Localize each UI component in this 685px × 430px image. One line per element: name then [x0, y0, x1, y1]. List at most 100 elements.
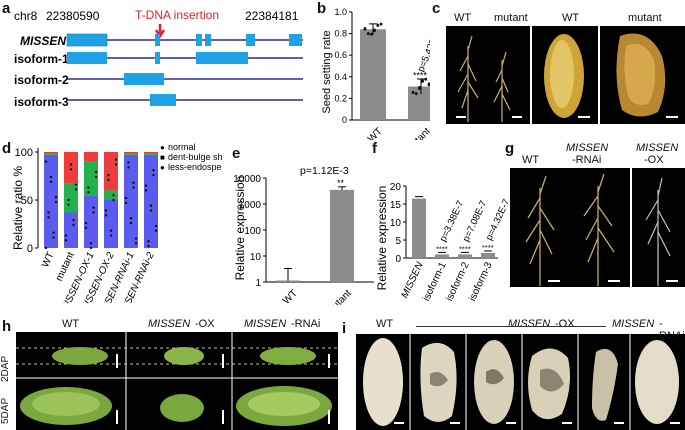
end-coordinate: 22384181 [245, 9, 299, 23]
data-point [94, 170, 98, 174]
data-point [74, 183, 78, 186]
panicle-photo-ox [632, 168, 685, 287]
y-tick-label: 10 [390, 218, 402, 229]
x-tick-label: isoform-3 [467, 260, 495, 303]
panel-c-photos: WT mutant WT mutant [446, 12, 685, 124]
bar-segment [144, 153, 158, 155]
data-point [52, 231, 55, 234]
data-point [67, 203, 70, 206]
x-tick-label: MISSEN [400, 260, 427, 300]
y-tick-label: 0.4 [334, 72, 347, 82]
data-point [87, 186, 90, 189]
data-point [109, 234, 113, 237]
data-point [44, 160, 48, 163]
data-point [134, 237, 138, 240]
missen-exon [246, 34, 255, 46]
missen-exon [66, 33, 108, 47]
data-point [89, 242, 93, 245]
data-point [69, 168, 73, 171]
bar-wt [360, 29, 386, 121]
data-point [124, 201, 128, 205]
gene-structure-diagram: chr8 22380590 22384181 T-DNA insertion M… [14, 8, 303, 109]
significance-stars: **** [482, 243, 494, 252]
relative-expression-chart-f: Relative expression 0 5 10 15 20 MISSEN isofo… [375, 182, 508, 303]
data-point [127, 161, 130, 164]
bar-segment [64, 152, 78, 184]
data-point [149, 204, 153, 207]
panicle-photo [446, 26, 530, 124]
data-point [74, 188, 78, 191]
label-rnai-suffix: -RNAi [572, 154, 602, 166]
bar-segment [124, 154, 138, 248]
data-point [144, 184, 148, 187]
legend-label: dent-bulge shape [168, 152, 222, 162]
bar-segment [64, 212, 78, 248]
bar-segment [84, 152, 98, 162]
mature-seed-photo [356, 334, 685, 430]
wt-seed-photo [532, 26, 598, 124]
col-label-wt: WT [62, 318, 80, 330]
track-label-isoform-3: isoform-3 [14, 95, 69, 109]
data-point [418, 87, 421, 90]
data-point [132, 181, 135, 184]
y-tick-label: 1.0 [334, 7, 347, 17]
data-point [67, 198, 70, 202]
data-point [144, 189, 148, 192]
y-axis-label: Relative ratio % [11, 166, 25, 250]
data-point [411, 90, 415, 94]
bar-segment [124, 152, 138, 154]
y-tick-label: 0.6 [334, 50, 347, 60]
label-ox-suffix: -OX [644, 154, 664, 166]
col-label-ox-suffix: -OX [195, 318, 215, 330]
col-label-missen-ox: MISSEN [148, 318, 191, 330]
missen-exon [196, 34, 202, 46]
bar-isoform-1 [435, 254, 449, 258]
bar-segment [44, 154, 58, 248]
y-tick-label: 0 [27, 243, 33, 255]
data-point [147, 244, 150, 248]
bar-segment [104, 200, 118, 248]
data-point [47, 211, 50, 214]
data-point [152, 173, 155, 177]
significance-stars: ** [337, 178, 345, 188]
label-wt-panicle: WT [454, 12, 472, 24]
relative-expression-chart-e: Relative expression p=1.12E-3 ** 1 10 100 1… [233, 165, 374, 305]
legend-marker: ■ [160, 153, 165, 162]
p-value-label: p=5.42E-19 [416, 24, 430, 74]
data-point [94, 175, 98, 179]
data-point [92, 211, 95, 214]
data-point [134, 242, 138, 245]
data-point [147, 240, 150, 243]
y-tick-label: 20 [390, 182, 402, 193]
label-missen-rnai: MISSEN [566, 142, 609, 154]
data-point [376, 24, 380, 27]
label-ox-suffix: -OX [555, 318, 575, 330]
track-label-isoform-2: isoform-2 [14, 73, 69, 87]
data-point [424, 77, 428, 81]
y-tick-label: 50 [21, 195, 33, 207]
y-axis-label: Relative expression [375, 186, 389, 291]
data-point [366, 31, 370, 35]
data-point [52, 236, 55, 239]
isoform-1-exon [196, 52, 248, 64]
bar-segment [44, 153, 58, 155]
data-point [370, 33, 373, 36]
significance-stars: **** [413, 71, 428, 81]
data-point [154, 224, 158, 228]
isoform-2-exon [124, 73, 164, 85]
data-point [373, 29, 376, 33]
data-point [84, 221, 88, 225]
y-tick-label: 10000 [233, 174, 261, 185]
data-point [84, 226, 88, 230]
data-point [152, 169, 155, 172]
missen-exon [205, 34, 211, 46]
data-point [149, 209, 153, 212]
panel-label-c: c [432, 0, 441, 17]
label-wt: WT [376, 318, 394, 330]
data-point [129, 221, 133, 225]
isoform-3-exon [150, 94, 176, 106]
panel-label-g: g [505, 140, 515, 157]
panel-label-d: d [2, 140, 12, 157]
col-label-missen-rnai: MISSEN [244, 318, 287, 330]
x-tick-label: mutant [403, 126, 430, 140]
